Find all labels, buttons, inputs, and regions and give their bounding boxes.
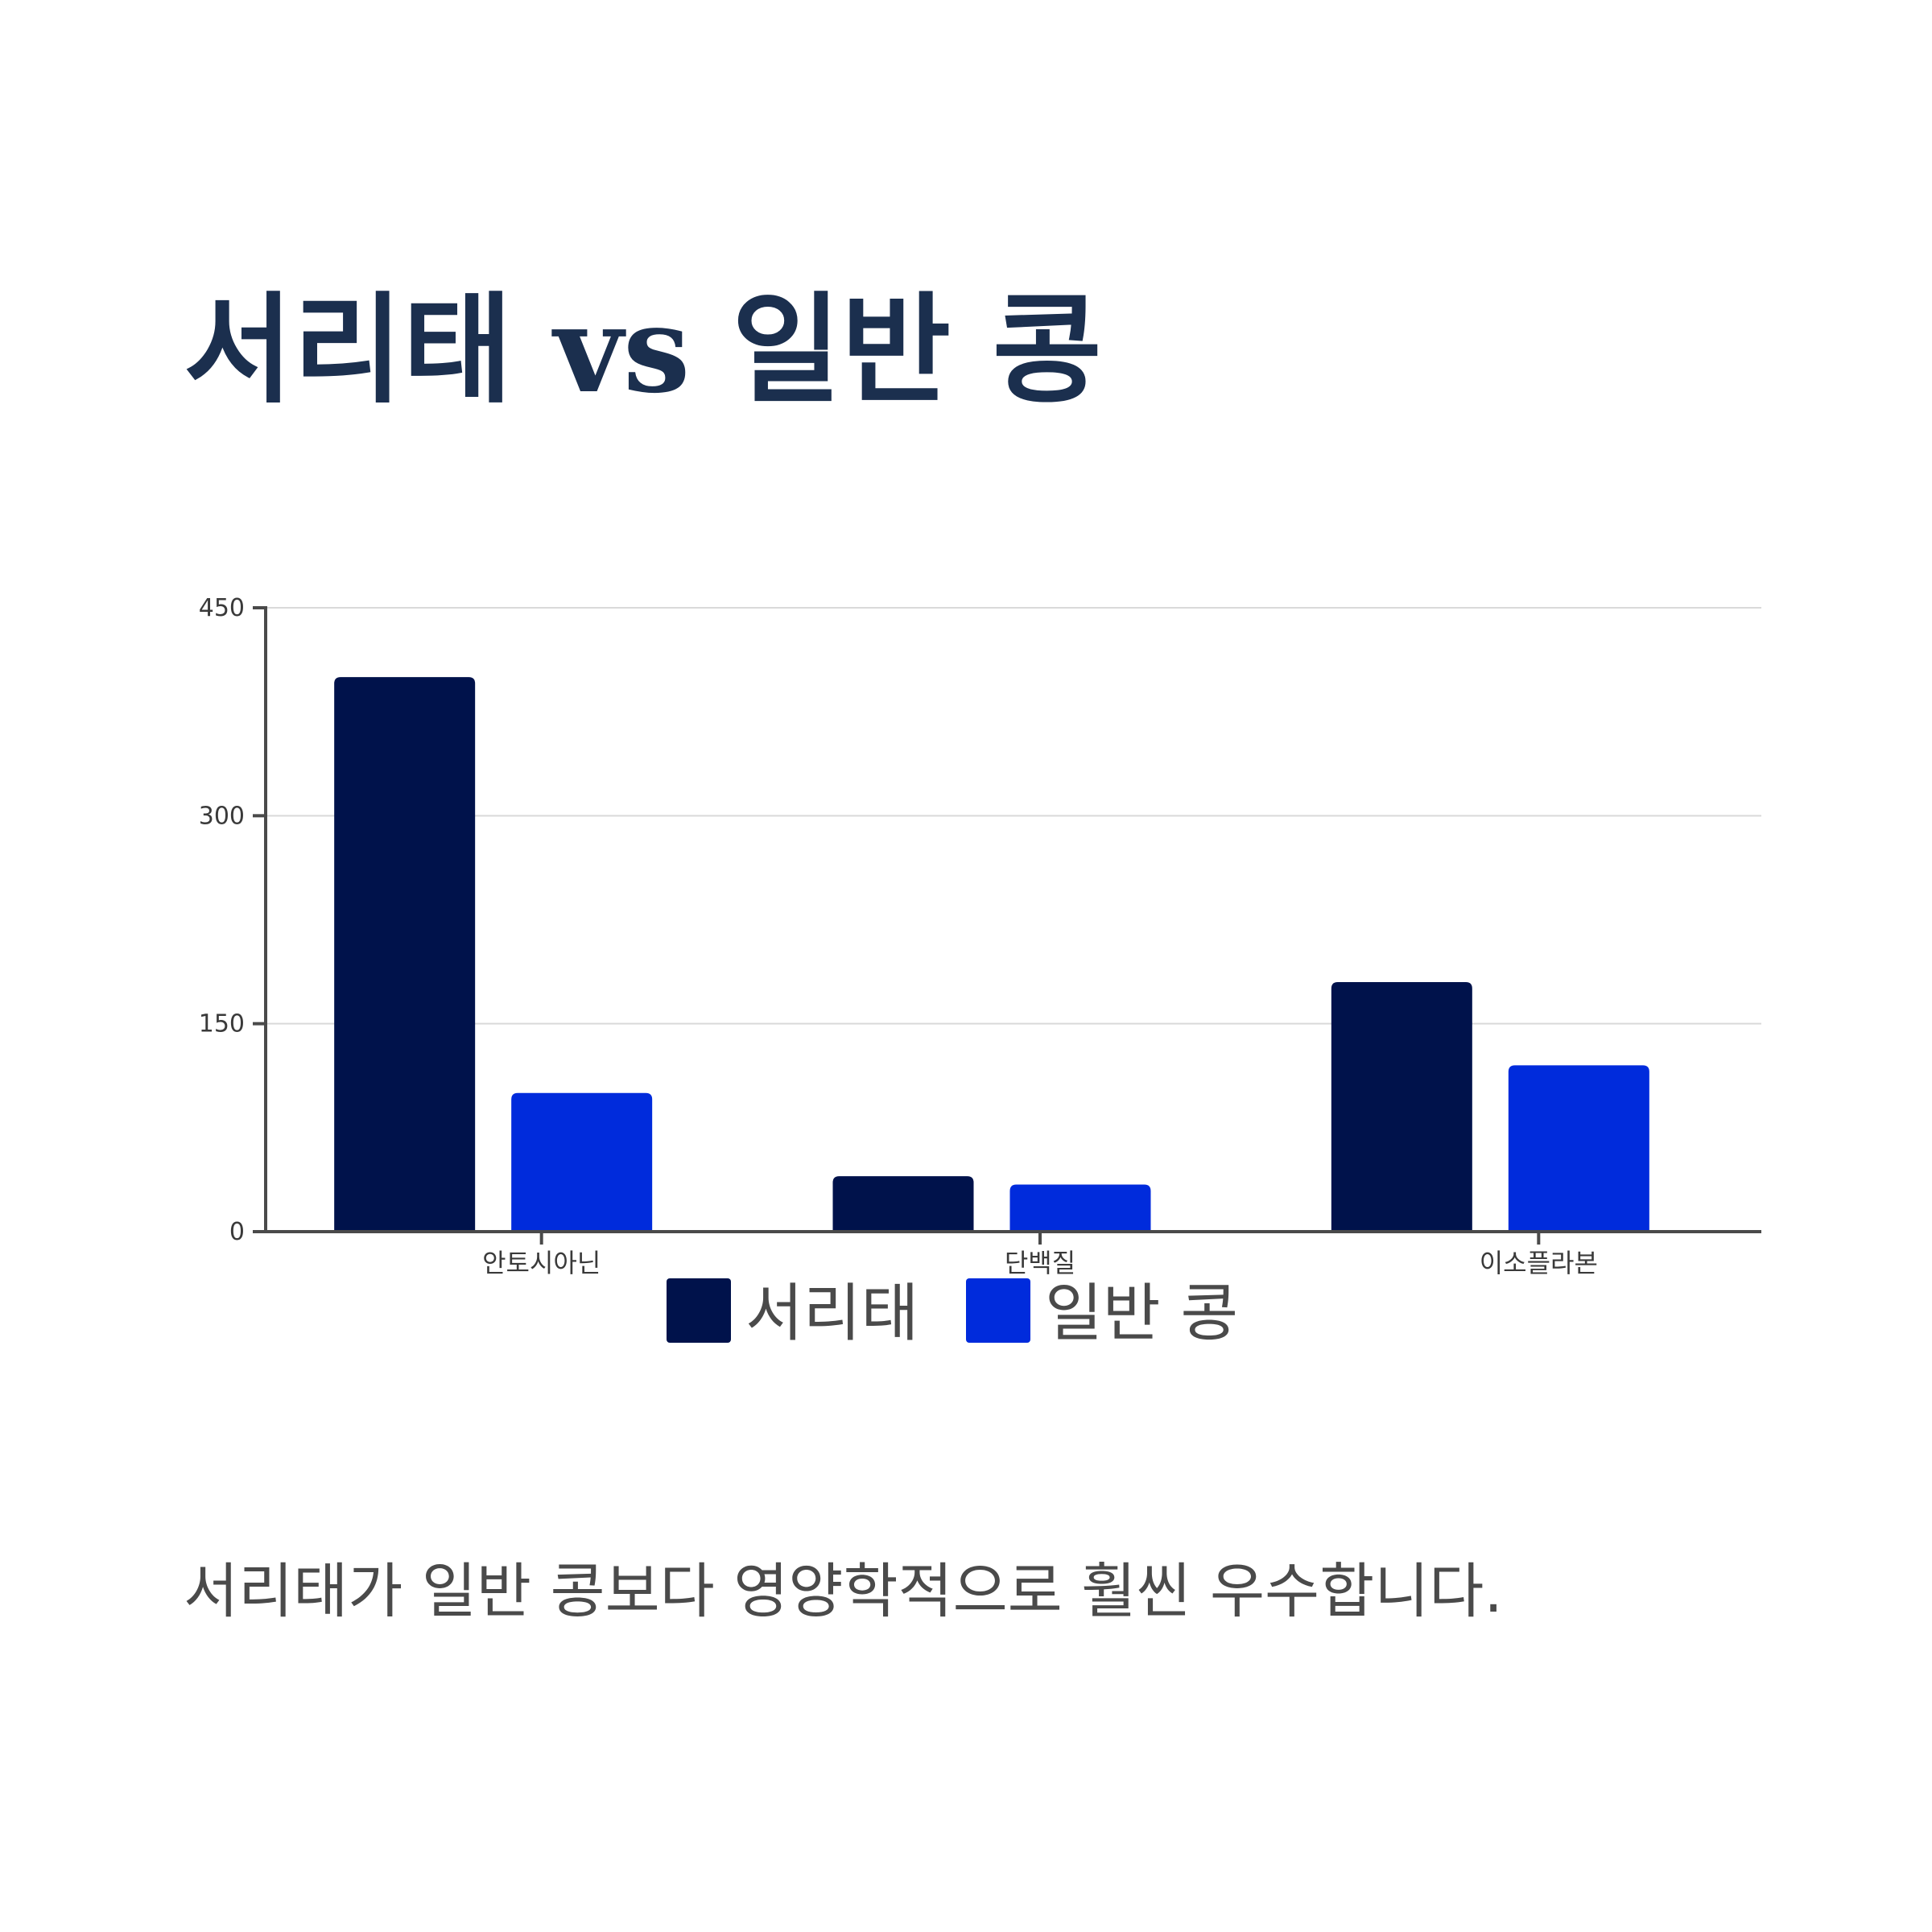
bars [334,677,1649,1232]
caption: 서리태가 일반 콩보다 영양학적으로 훨씬 우수합니다. [184,1557,1503,1626]
y-tick-label: 0 [229,1218,245,1246]
legend-swatch [667,1278,731,1343]
legend-label: 일반 콩 [1045,1278,1238,1350]
legend-label: 서리태 [745,1278,919,1350]
y-tick-label: 300 [199,802,245,830]
bar [1009,1184,1151,1232]
legend: 서리태 일반 콩 [667,1278,1238,1350]
bar [511,1092,653,1232]
gridlines [266,607,1761,1025]
legend-swatch [966,1278,1030,1343]
y-tick-label: 150 [199,1010,245,1038]
bar [334,677,476,1232]
bar [1508,1065,1649,1232]
x-axis: 안토시아닌 단백질 이소플라본 [264,1230,1761,1278]
x-tick-label: 안토시아닌 [482,1248,601,1278]
y-axis: 0 150 300 450 [199,594,267,1246]
bar [832,1176,974,1232]
y-tick-label: 450 [199,594,245,622]
x-tick-label: 이소플라본 [1480,1248,1598,1278]
bar [1331,982,1472,1232]
x-tick-label: 단백질 [1005,1248,1075,1278]
page-title: 서리태 vs 일반 콩 [184,279,1102,419]
